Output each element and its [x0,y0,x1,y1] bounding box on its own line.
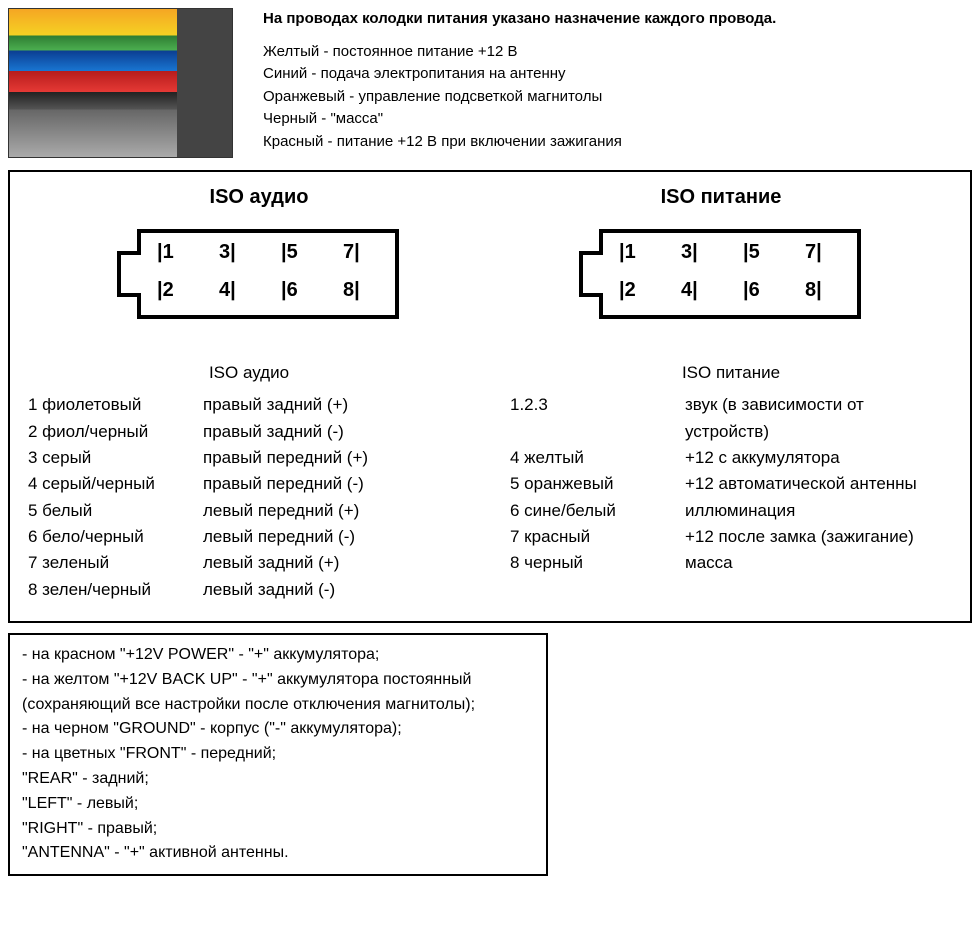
bottom-line: "RIGHT" - правый; [22,817,534,842]
connector-audio: ISO аудио |1 3| |5 7| |2 4| |6 8| [109,186,409,334]
header-line: Желтый - постоянное питание +12 В [263,41,972,64]
table-row: 8 зелен/черныйлевый задний (-) [28,577,470,603]
bottom-line: (сохраняющий все настройки после отключе… [22,693,534,718]
table-row: 8 черныймасса [510,550,952,576]
bottom-line: - на черном "GROUND" - корпус ("-" аккум… [22,717,534,742]
pin-4: 4| [219,279,236,302]
bottom-line: - на красном "+12V POWER" - "+" аккумуля… [22,643,534,668]
table-row: 4 желтый+12 с аккумулятора [510,445,952,471]
header-title: На проводах колодки питания указано назн… [263,8,972,31]
pin-8: 8| [805,279,822,302]
pin-5: |5 [743,241,760,264]
connector-power-title: ISO питание [571,186,871,209]
pin-labels: |1 3| |5 7| |2 4| |6 8| [109,219,409,329]
pin-4: 4| [681,279,698,302]
pin-3: 3| [219,241,236,264]
bottom-line: "REAR" - задний; [22,767,534,792]
connector-power-diagram: |1 3| |5 7| |2 4| |6 8| [571,219,871,329]
pin-1: |1 [619,241,636,264]
pin-6: |6 [281,279,298,302]
table-row: 4 серый/черныйправый передний (-) [28,471,470,497]
pin-8: 8| [343,279,360,302]
table-row: 1.2.3звук (в зависимости от устройств) [510,392,952,445]
header-line: Оранжевый - управление подсветкой магнит… [263,86,972,109]
pin-3: 3| [681,241,698,264]
table-power: ISO питание 1.2.3звук (в зависимости от … [510,360,952,603]
table-row: 5 белыйлевый передний (+) [28,498,470,524]
pin-7: 7| [343,241,360,264]
pin-5: |5 [281,241,298,264]
tables-row: ISO аудио 1 фиолетовыйправый задний (+) … [28,360,952,603]
table-row: 6 сине/белыйиллюминация [510,498,952,524]
connector-audio-diagram: |1 3| |5 7| |2 4| |6 8| [109,219,409,329]
table-row: 7 зеленыйлевый задний (+) [28,550,470,576]
bottom-line: "ANTENNA" - "+" активной антенны. [22,841,534,866]
bottom-line: - на цветных "FRONT" - передний; [22,742,534,767]
connector-row: ISO аудио |1 3| |5 7| |2 4| |6 8| ISO пи… [28,186,952,334]
header-line: Красный - питание +12 В при включении за… [263,131,972,154]
bottom-box: - на красном "+12V POWER" - "+" аккумуля… [8,633,548,876]
main-box: ISO аудио |1 3| |5 7| |2 4| |6 8| ISO пи… [8,170,972,623]
header-line: Черный - "масса" [263,108,972,131]
connector-audio-title: ISO аудио [109,186,409,209]
pin-labels: |1 3| |5 7| |2 4| |6 8| [571,219,871,329]
connector-power: ISO питание |1 3| |5 7| |2 4| |6 8| [571,186,871,334]
header-line: Синий - подача электропитания на антенну [263,63,972,86]
table-row: 3 серыйправый передний (+) [28,445,470,471]
table-row: 2 фиол/черныйправый задний (-) [28,419,470,445]
pin-2: |2 [619,279,636,302]
table-row: 6 бело/черныйлевый передний (-) [28,524,470,550]
bottom-line: - на желтом "+12V BACK UP" - "+" аккумул… [22,668,534,693]
pin-2: |2 [157,279,174,302]
pin-6: |6 [743,279,760,302]
table-power-title: ISO питание [510,360,952,386]
table-row: 5 оранжевый+12 автоматической антенны [510,471,952,497]
pin-7: 7| [805,241,822,264]
pin-1: |1 [157,241,174,264]
table-row: 1 фиолетовыйправый задний (+) [28,392,470,418]
table-audio-title: ISO аудио [28,360,470,386]
header-row: На проводах колодки питания указано назн… [8,8,972,158]
table-audio: ISO аудио 1 фиолетовыйправый задний (+) … [28,360,470,603]
wire-photo [8,8,233,158]
header-notes: На проводах колодки питания указано назн… [263,8,972,158]
bottom-line: "LEFT" - левый; [22,792,534,817]
table-row: 7 красный+12 после замка (зажигание) [510,524,952,550]
